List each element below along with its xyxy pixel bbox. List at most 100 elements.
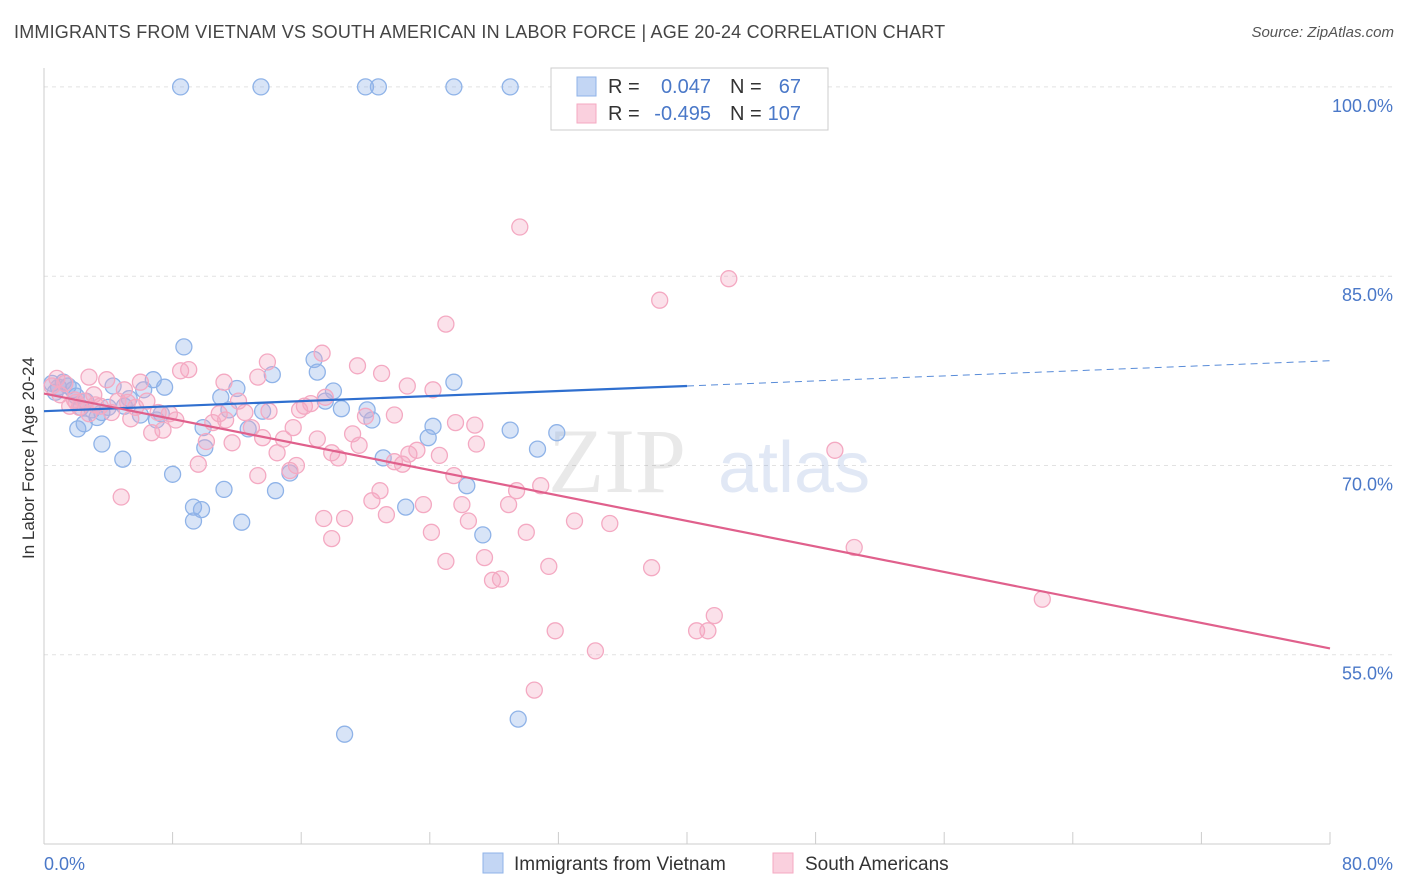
south-american-point-97 <box>258 353 277 371</box>
vietnam-point-49 <box>397 498 415 516</box>
south-american-point-50 <box>350 436 368 454</box>
south-american-point-78 <box>586 642 605 660</box>
south-american-point-89 <box>511 218 529 236</box>
bottom-legend-swatch-south-american <box>772 852 794 874</box>
south-american-point-33 <box>236 403 254 422</box>
y-tick-label-1: 85.0% <box>1342 285 1393 305</box>
south-american-point-48 <box>335 509 354 528</box>
x-tick-label-1: 80.0% <box>1342 854 1393 874</box>
south-american-point-25 <box>180 360 198 379</box>
south-american-point-100 <box>80 368 98 386</box>
south-american-point-69 <box>491 570 510 588</box>
vietnam-point-0 <box>171 78 190 96</box>
vietnam-point-2 <box>356 78 375 96</box>
south-american-point-30 <box>216 411 235 429</box>
south-american-point-75 <box>540 557 558 576</box>
legend-n-value-south-american: 107 <box>768 103 801 125</box>
south-american-point-65 <box>459 512 478 530</box>
south-american-point-109 <box>316 388 334 406</box>
south-american-point-3 <box>56 374 74 393</box>
south-american-point-57 <box>400 445 418 463</box>
south-american-point-79 <box>601 514 619 533</box>
vietnam-point-5 <box>501 78 519 96</box>
vietnam-point-62 <box>215 480 233 499</box>
south-american-point-60 <box>422 523 441 541</box>
south-american-point-84 <box>705 606 723 625</box>
legend-r-label-vietnam: R = <box>608 76 640 98</box>
y-tick-label-2: 70.0% <box>1342 474 1393 494</box>
south-american-point-58 <box>408 441 426 459</box>
vietnam-point-3 <box>369 78 388 96</box>
south-american-point-37 <box>260 402 278 420</box>
south-american-point-86 <box>826 441 844 459</box>
bottom-legend-label-south-american: South Americans <box>805 854 949 875</box>
south-american-point-67 <box>475 548 494 567</box>
south-american-point-41 <box>287 456 306 475</box>
south-american-point-51 <box>356 407 375 425</box>
south-american-point-110 <box>284 418 302 437</box>
legend-r-value-south-american: -0.495 <box>654 103 711 125</box>
chart-title: IMMIGRANTS FROM VIETNAM VS SOUTH AMERICA… <box>14 22 946 42</box>
south-american-point-90 <box>437 315 455 333</box>
y-tick-labels: 100.0% 85.0% 70.0% 55.0% <box>1332 96 1393 684</box>
vietnam-point-29 <box>93 435 111 453</box>
y-tick-label-0: 100.0% <box>1332 96 1393 116</box>
vietnam-point-42 <box>308 363 326 381</box>
south-american-point-76 <box>546 622 564 640</box>
legend-swatch-south-american <box>576 103 597 124</box>
legend-swatch-vietnam <box>576 76 597 97</box>
south-american-point-29 <box>210 405 228 423</box>
south-american-point-103 <box>466 416 484 434</box>
legend-r-value-vietnam: 0.047 <box>661 76 711 98</box>
south-american-point-94 <box>398 377 416 395</box>
vietnam-point-1 <box>252 78 270 96</box>
trend-line-south-american <box>43 392 1331 650</box>
legend-box <box>550 67 829 131</box>
south-american-point-46 <box>323 529 341 548</box>
vietnam-point-34 <box>196 439 214 457</box>
south-american-point-44 <box>308 430 326 448</box>
vietnam-point-28 <box>75 415 93 433</box>
series-south-american-points <box>43 218 1051 699</box>
south-american-point-61 <box>430 446 449 465</box>
trend-line-vietnam <box>43 384 688 413</box>
south-american-point-53 <box>371 482 389 500</box>
vietnam-point-63 <box>233 513 251 531</box>
vietnam-point-67 <box>509 710 527 728</box>
vietnam-point-56 <box>528 440 547 458</box>
south-american-point-83 <box>699 622 717 640</box>
watermark-zip: ZIP <box>548 410 686 512</box>
south-american-point-11 <box>98 371 116 389</box>
vietnam-point-46 <box>358 401 376 419</box>
vietnam-point-54 <box>474 526 492 544</box>
vietnam-point-32 <box>175 338 193 356</box>
vietnam-point-57 <box>548 424 566 442</box>
legend-n-value-vietnam: 67 <box>779 76 801 98</box>
x-tick-labels: 0.0% 80.0% <box>44 854 1393 874</box>
vietnam-point-31 <box>144 371 162 389</box>
south-american-point-105 <box>290 401 309 419</box>
south-american-point-64 <box>453 495 471 514</box>
south-american-point-99 <box>112 488 130 506</box>
south-american-point-31 <box>223 434 241 452</box>
chart-source: Source: ZipAtlas.com <box>1251 24 1394 41</box>
south-american-point-35 <box>249 466 267 485</box>
south-american-point-72 <box>517 523 535 541</box>
vietnam-point-52 <box>445 373 463 391</box>
south-american-point-27 <box>197 432 216 451</box>
vietnam-point-58 <box>163 465 182 483</box>
axes <box>43 68 1331 845</box>
south-american-point-91 <box>313 344 331 362</box>
south-american-point-73 <box>525 681 543 699</box>
south-american-point-18 <box>138 392 156 410</box>
vietnam-point-30 <box>114 450 132 468</box>
trend-line-vietnam-extension <box>686 360 1331 387</box>
south-american-point-93 <box>372 364 391 383</box>
south-american-point-107 <box>67 393 85 412</box>
grid-lines <box>44 86 1392 656</box>
watermark: ZIP atlas <box>548 410 870 512</box>
bottom-legend: Immigrants from Vietnam South Americans <box>482 852 949 875</box>
south-american-point-74 <box>532 477 550 495</box>
south-american-point-80 <box>642 559 661 577</box>
south-american-point-26 <box>189 455 207 473</box>
